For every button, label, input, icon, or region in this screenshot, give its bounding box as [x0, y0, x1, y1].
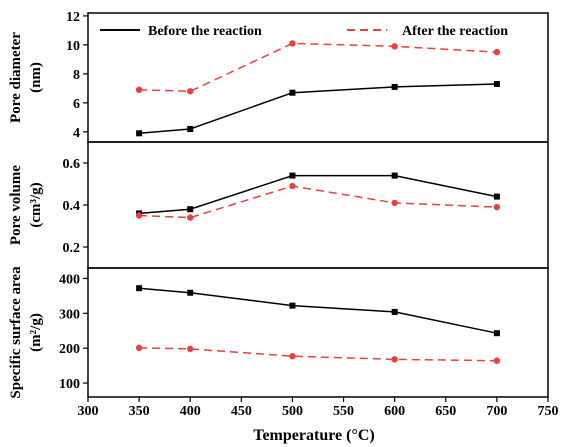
x-tick-label: 450: [231, 404, 252, 419]
data-point-before: [289, 302, 296, 309]
data-point-after: [289, 182, 296, 190]
data-point-after: [135, 86, 143, 94]
x-tick-label: 300: [78, 404, 99, 419]
y-axis-title-2: Specific surface area: [8, 266, 24, 399]
data-point-after: [493, 203, 501, 211]
x-tick-label: 350: [129, 404, 150, 419]
legend-label-after: After the reaction: [402, 24, 508, 39]
data-point-before: [493, 81, 500, 88]
data-point-before: [493, 193, 500, 200]
plot-panels: 4 6 8 10 12 Pore diameter (nm) 0.2 0.4 0.6 Pore vo…: [8, 10, 559, 419]
y-tick-label: 10: [66, 39, 80, 54]
y-axis-unit-0: (nm): [28, 62, 44, 93]
data-point-before: [187, 289, 194, 296]
legend: Before the reaction After the reaction: [100, 24, 508, 39]
data-point-after: [391, 43, 398, 50]
y-axis-unit-2: (m²/g): [28, 313, 44, 352]
data-point-after: [289, 40, 296, 47]
y-tick-label: 6: [73, 97, 80, 112]
data-point-after: [493, 357, 501, 364]
y-tick-label: 300: [59, 307, 80, 322]
data-point-before: [289, 172, 296, 179]
x-tick-label: 550: [333, 404, 354, 419]
y-axis-title-1: Pore volume: [8, 165, 24, 245]
data-point-after: [187, 214, 194, 221]
y-tick-label: 12: [66, 10, 80, 25]
data-point-after: [187, 345, 194, 353]
data-point-before: [493, 330, 500, 337]
legend-label-before: Before the reaction: [148, 24, 262, 39]
series-line-after: [139, 185, 497, 219]
x-tick-label: 700: [486, 404, 507, 419]
panel-frame-1: [87, 141, 549, 269]
y-tick-label: 100: [59, 377, 80, 392]
data-point-after: [391, 199, 398, 207]
y-tick-label: 4: [73, 126, 80, 141]
data-point-before: [187, 206, 194, 213]
data-point-after: [135, 212, 143, 219]
data-point-before: [187, 125, 194, 132]
y-axis-unit-1: (cm³/g): [28, 182, 44, 227]
data-point-before: [289, 89, 296, 96]
x-tick-label: 500: [282, 404, 303, 419]
x-axis-title: Temperature (°C): [253, 427, 374, 444]
y-tick-label: 0.4: [63, 199, 81, 214]
y-axis-title-0: Pore diameter: [8, 32, 24, 123]
data-point-before: [391, 172, 398, 179]
series-line-after: [139, 42, 497, 93]
data-point-before: [391, 83, 398, 90]
data-point-before: [391, 308, 398, 315]
data-point-after: [135, 344, 143, 352]
x-tick-label: 400: [180, 404, 201, 419]
series-line-after: [139, 347, 497, 362]
y-tick-label: 400: [59, 272, 80, 287]
data-point-before: [136, 285, 143, 292]
y-tick-label: 8: [73, 68, 80, 83]
x-tick-label: 650: [435, 404, 456, 419]
data-point-after: [289, 353, 296, 360]
data-point-after: [493, 48, 501, 56]
y-tick-label: 200: [59, 342, 80, 357]
data-point-after: [391, 356, 398, 363]
data-point-before: [136, 130, 143, 137]
x-tick-label: 750: [538, 404, 559, 419]
panel-frame-2: [87, 267, 549, 398]
data-point-after: [187, 88, 194, 95]
x-tick-label: 600: [384, 404, 405, 419]
y-tick-label: 0.2: [63, 241, 81, 256]
y-tick-label: 0.6: [63, 157, 81, 172]
